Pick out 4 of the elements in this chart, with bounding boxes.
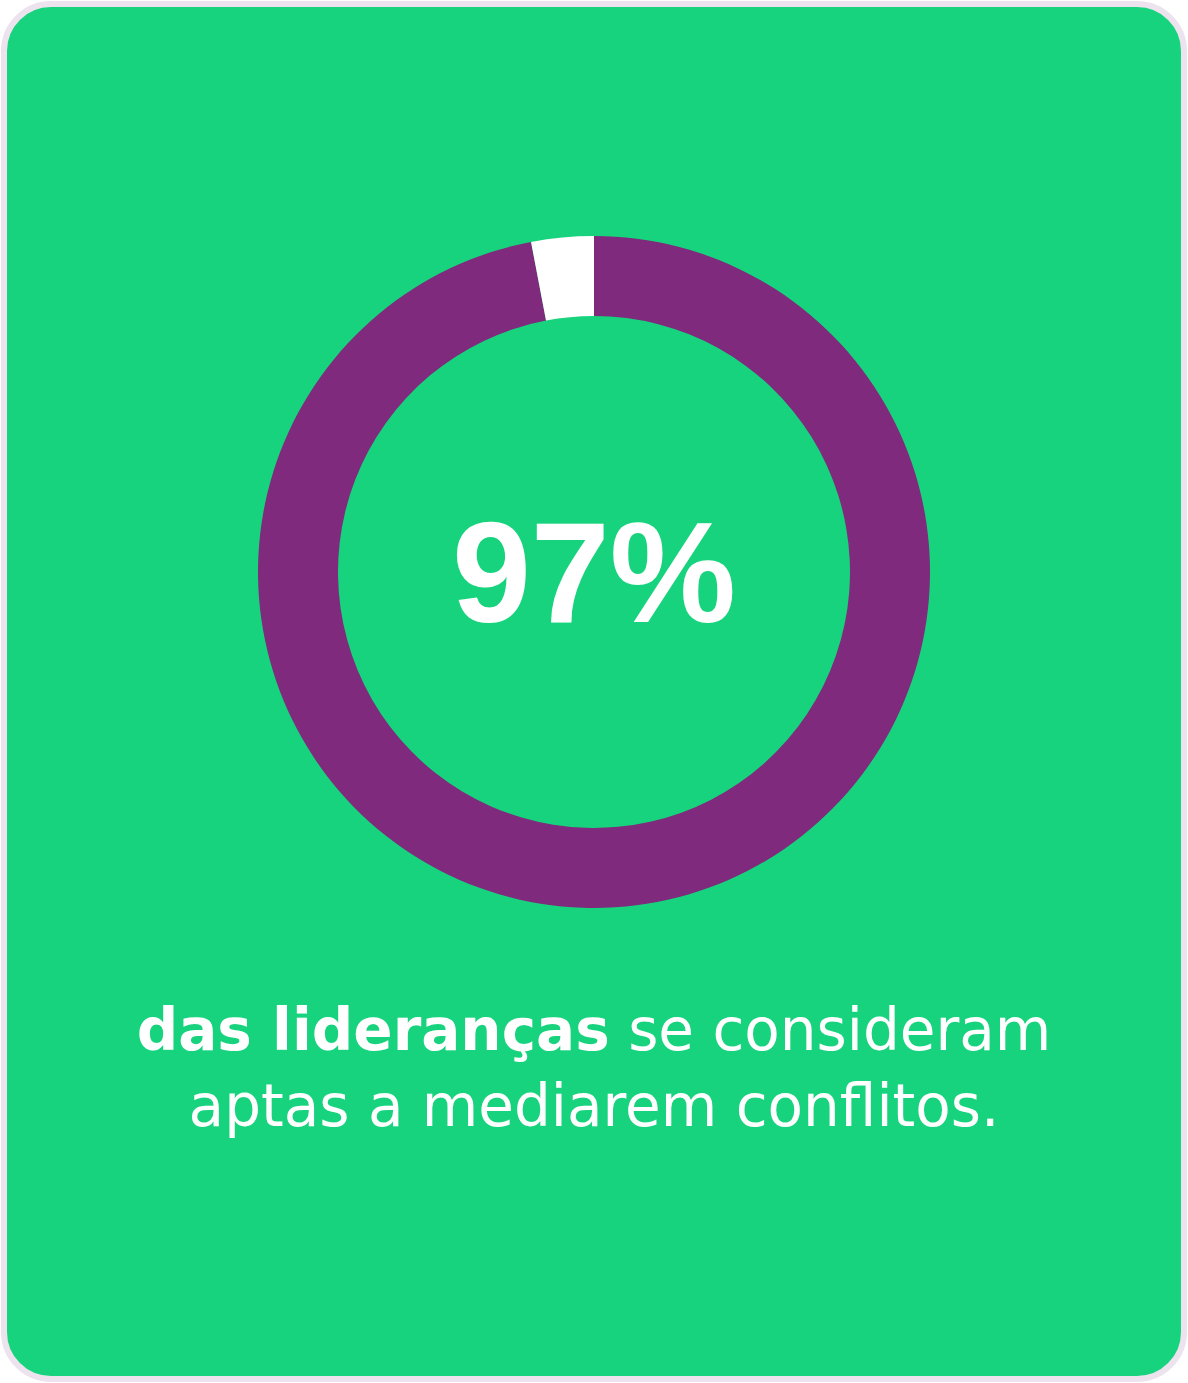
text: aptas a mediarem conflitos.	[188, 1072, 1000, 1140]
text: das lideranças	[136, 996, 610, 1064]
text: se consideram	[628, 996, 1052, 1064]
data-label: 97%	[451, 492, 737, 652]
